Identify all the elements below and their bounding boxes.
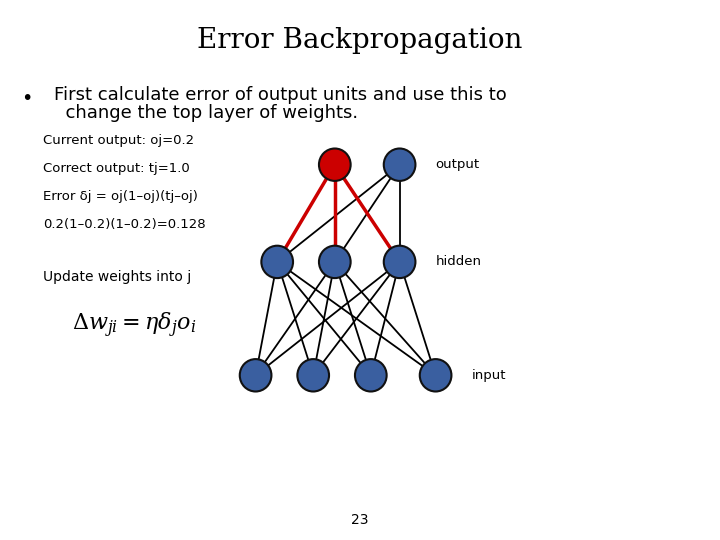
Ellipse shape (319, 246, 351, 278)
Text: Error δj = oj(1–oj)(tj–oj): Error δj = oj(1–oj)(tj–oj) (43, 190, 198, 203)
Text: First calculate error of output units and use this to: First calculate error of output units an… (54, 86, 507, 104)
Text: 0.2(1–0.2)(1–0.2)=0.128: 0.2(1–0.2)(1–0.2)=0.128 (43, 218, 206, 231)
Ellipse shape (297, 359, 329, 392)
Ellipse shape (420, 359, 451, 392)
Text: Current output: oj=0.2: Current output: oj=0.2 (43, 134, 194, 147)
Text: hidden: hidden (436, 255, 482, 268)
Ellipse shape (355, 359, 387, 392)
Ellipse shape (240, 359, 271, 392)
Ellipse shape (319, 148, 351, 181)
Text: input: input (472, 369, 506, 382)
Text: $\Delta w_{ji} = \eta\delta_j o_i$: $\Delta w_{ji} = \eta\delta_j o_i$ (72, 310, 197, 340)
Ellipse shape (384, 148, 415, 181)
Text: Error Backpropagation: Error Backpropagation (197, 27, 523, 54)
Text: •: • (22, 89, 33, 108)
Ellipse shape (261, 246, 293, 278)
Text: Update weights into j: Update weights into j (43, 270, 192, 284)
Text: output: output (436, 158, 480, 171)
Text: 23: 23 (351, 512, 369, 526)
Text: change the top layer of weights.: change the top layer of weights. (54, 104, 358, 122)
Text: Correct output: tj=1.0: Correct output: tj=1.0 (43, 162, 190, 175)
Ellipse shape (384, 246, 415, 278)
